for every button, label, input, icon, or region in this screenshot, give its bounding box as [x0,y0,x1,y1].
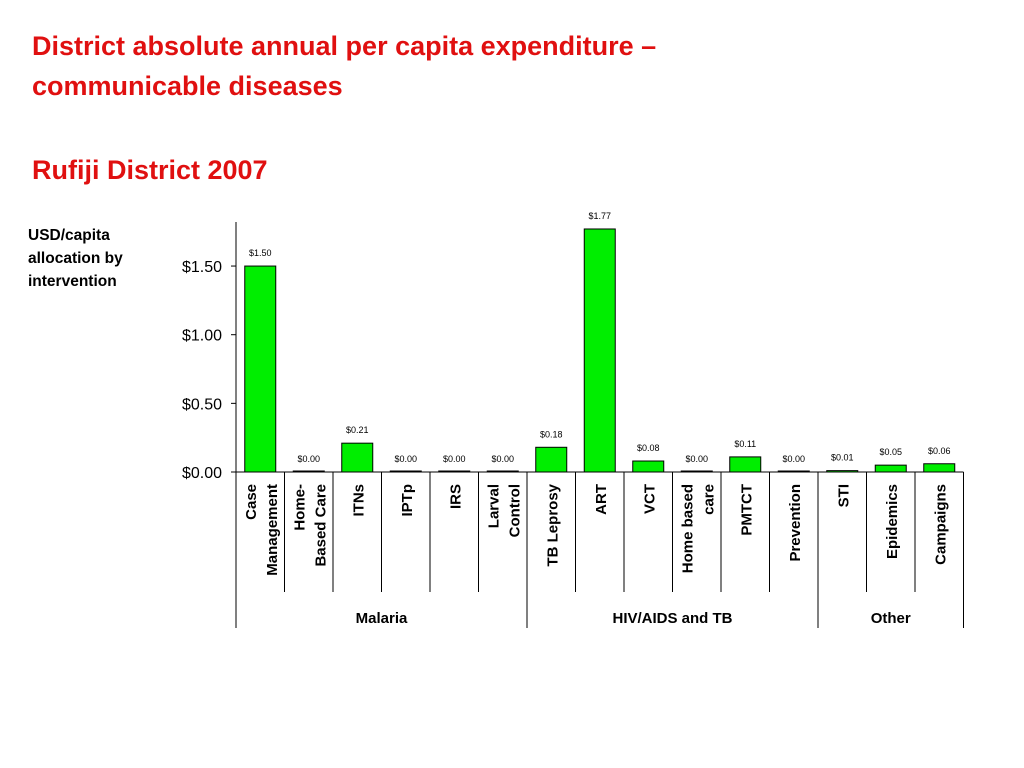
bar [632,460,665,473]
bar [244,265,277,473]
bar [826,470,859,473]
data-label: $0.11 [734,439,756,449]
y-axis-label-line: USD/capita [28,227,110,244]
x-tick-label: Prevention [787,484,804,562]
x-tick-label: PMTCT [738,484,755,536]
bar [729,456,762,473]
bar [486,470,519,473]
x-tick-label: Larval [485,484,502,528]
y-axis-label-line: allocation by [28,250,123,267]
x-tick-label: VCT [641,484,658,514]
bar [777,470,810,473]
x-tick-label: Case [243,484,260,520]
bar [341,442,374,473]
data-label: $1.77 [588,211,611,221]
y-tick-label: $0.50 [182,396,222,413]
bar [438,470,471,473]
x-tick-label: ART [593,484,610,515]
y-tick-label: $1.00 [182,328,222,345]
x-tick-label: Epidemics [884,484,901,559]
data-label: $0.00 [685,454,708,464]
bar [292,470,325,473]
data-label: $0.18 [540,429,563,439]
x-tick-label: TB Leprosy [544,483,561,566]
x-tick-label: Campaigns [932,484,949,565]
bar [389,470,422,473]
y-axis-label: USD/capita allocation by intervention [28,224,168,293]
x-tick-label: STI [835,484,852,507]
x-tick-label: ITNs [350,484,367,517]
y-tick-label: $0.00 [182,465,222,482]
data-label: $0.21 [346,425,369,435]
bar [680,470,713,473]
x-tick-label: Control [506,484,523,537]
bar [923,463,956,473]
group-label: Malaria [356,610,408,627]
group-label: HIV/AIDS and TB [612,610,732,627]
x-tick-label: IPTp [399,484,416,517]
data-label: $0.00 [782,454,805,464]
x-tick-label: Home- [291,484,308,531]
data-label: $1.50 [249,248,272,258]
y-axis-label-line: intervention [28,273,117,290]
data-label: $0.01 [831,453,854,463]
x-tick-label: Home based [679,484,696,573]
data-label: $0.00 [443,454,466,464]
x-tick-label: IRS [447,484,464,509]
bar [874,464,907,473]
data-label: $0.00 [297,454,320,464]
chart-title-line-2: communicable diseases [32,71,343,101]
data-label: $0.06 [928,446,951,456]
x-tick-label: Based Care [312,484,329,567]
data-label: $0.00 [491,454,514,464]
x-tick-label: care [700,484,717,515]
group-label: Other [871,610,911,627]
data-label: $0.00 [394,454,417,464]
chart-subtitle: Rufiji District 2007 [32,155,268,185]
bar [583,228,616,473]
data-label: $0.08 [637,443,660,453]
bar [535,446,568,473]
x-tick-label: Management [264,484,281,576]
chart-title-line-1: District absolute annual per capita expe… [32,31,657,61]
y-tick-label: $1.50 [182,259,222,276]
data-label: $0.05 [879,447,902,457]
